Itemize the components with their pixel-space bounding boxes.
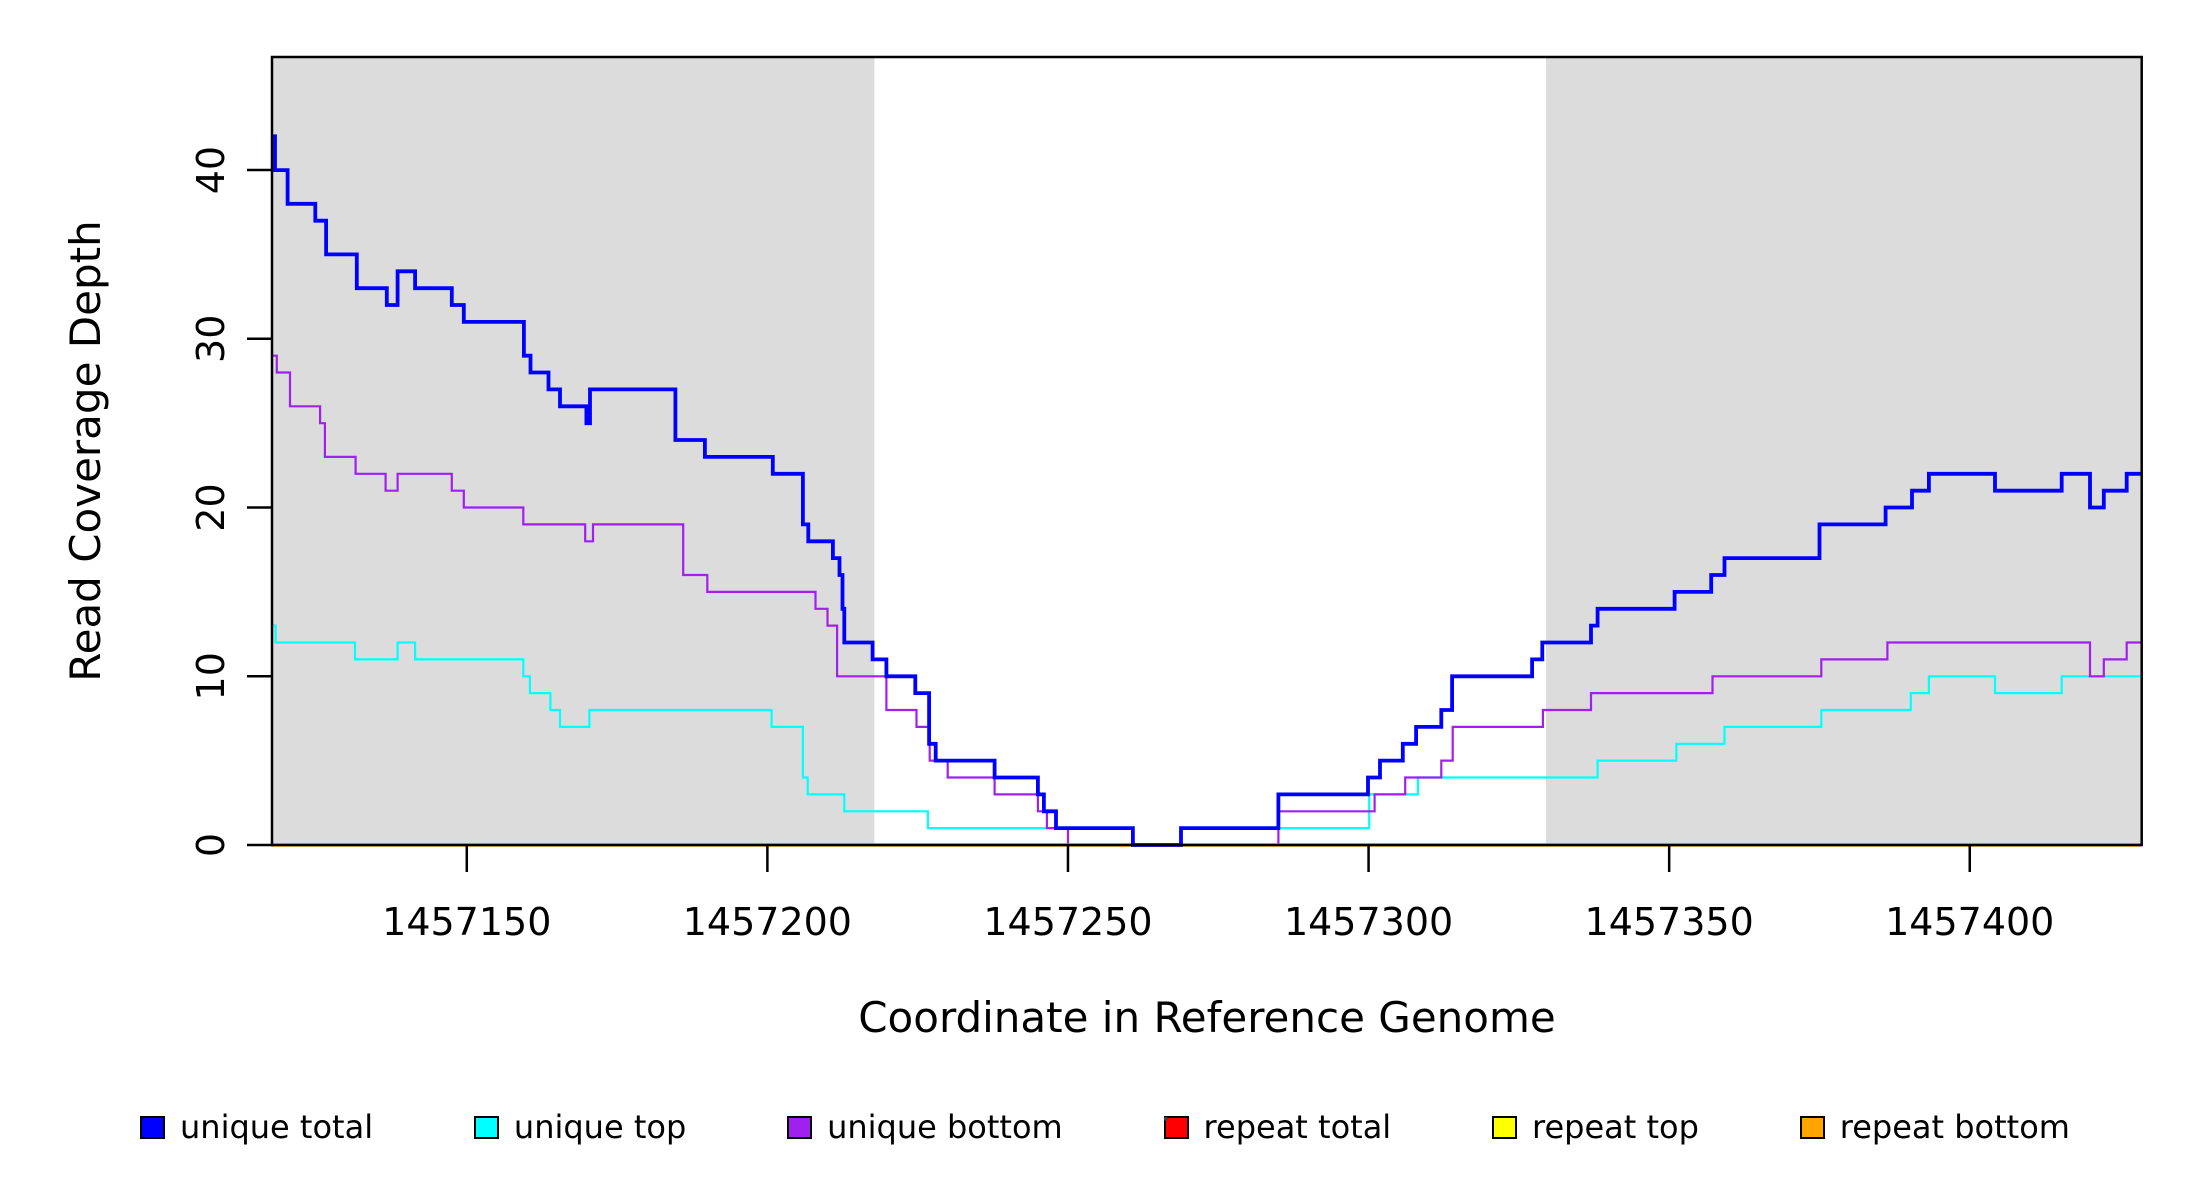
legend-label: unique top bbox=[513, 1108, 687, 1146]
legend: unique total unique top unique bottom re… bbox=[140, 1108, 2070, 1146]
y-tick-label: 30 bbox=[189, 315, 233, 363]
legend-label: repeat bottom bbox=[1839, 1108, 2070, 1146]
y-axis-title: Read Coverage Depth bbox=[61, 220, 110, 681]
x-tick-label: 1457250 bbox=[983, 900, 1152, 944]
x-tick-label: 1457350 bbox=[1585, 900, 1754, 944]
unique-bottom-swatch-icon bbox=[787, 1115, 813, 1139]
legend-label: repeat total bbox=[1203, 1108, 1392, 1146]
y-tick-label: 20 bbox=[189, 483, 233, 531]
x-tick-label: 1457400 bbox=[1885, 900, 2054, 944]
unique-total-swatch-icon bbox=[140, 1115, 165, 1139]
y-tick-label: 40 bbox=[189, 146, 233, 194]
repeat-top-swatch-icon bbox=[1492, 1115, 1518, 1139]
x-tick-label: 1457200 bbox=[683, 900, 852, 944]
y-tick-label: 10 bbox=[189, 652, 233, 700]
shaded-regions bbox=[272, 57, 2142, 845]
legend-item-unique-total: unique total bbox=[140, 1108, 373, 1146]
x-tick-label: 1457300 bbox=[1284, 900, 1453, 944]
y-tick-label: 0 bbox=[189, 833, 233, 857]
plot-box bbox=[270, 55, 2143, 847]
legend-item-unique-top: unique top bbox=[473, 1108, 687, 1146]
series-line-unique-top bbox=[272, 624, 2142, 847]
stray-dot bbox=[1164, 1117, 1168, 1121]
legend-item-repeat-total: repeat total bbox=[1163, 1108, 1392, 1146]
x-axis: 1457150 1457200 1457250 1457300 1457350 14574… bbox=[382, 845, 2054, 944]
legend-item-repeat-top: repeat top bbox=[1492, 1108, 1699, 1146]
y-axis: 0 10 20 30 40 bbox=[189, 146, 272, 857]
right-gray-region bbox=[1545, 57, 2142, 845]
repeat-total-swatch-icon bbox=[1163, 1115, 1189, 1139]
legend-label: unique total bbox=[180, 1108, 374, 1146]
plot-border bbox=[270, 55, 2143, 847]
left-gray-region bbox=[272, 57, 875, 845]
legend-item-repeat-bottom: repeat bottom bbox=[1799, 1108, 2070, 1146]
x-tick-label: 1457150 bbox=[382, 900, 551, 944]
legend-label: unique bottom bbox=[827, 1108, 1063, 1146]
unique-top-swatch-icon bbox=[473, 1115, 499, 1139]
legend-label: repeat top bbox=[1532, 1108, 1699, 1146]
legend-item-unique-bottom: unique bottom bbox=[787, 1108, 1063, 1146]
repeat-bottom-swatch-icon bbox=[1799, 1115, 1825, 1139]
series-line-unique-bottom bbox=[272, 354, 2142, 847]
series-line-unique-total bbox=[272, 134, 2142, 847]
x-axis-title: Coordinate in Reference Genome bbox=[858, 993, 1556, 1042]
